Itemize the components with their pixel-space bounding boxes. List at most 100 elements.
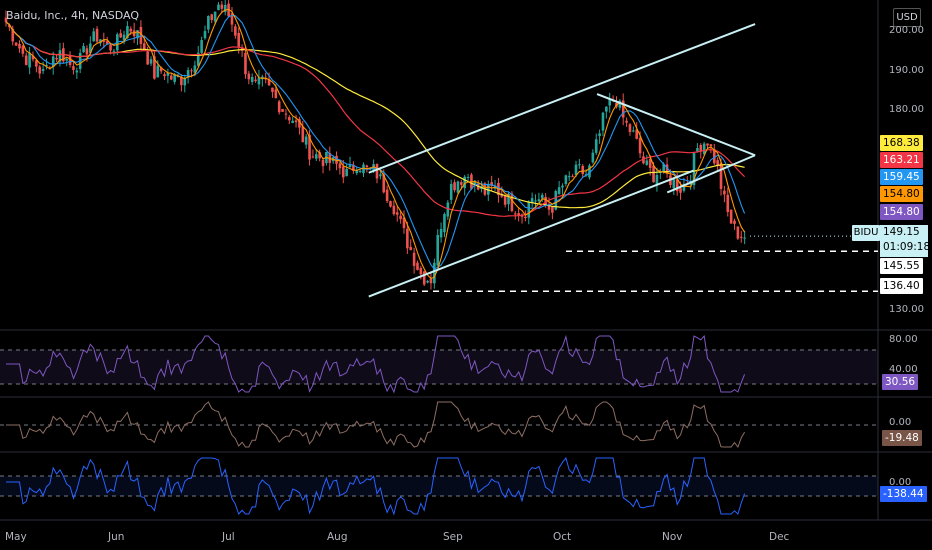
candle-body bbox=[24, 55, 28, 66]
candle-body bbox=[244, 52, 247, 75]
indicator-1-band bbox=[0, 350, 878, 384]
candle-body bbox=[723, 190, 726, 195]
candle-body bbox=[298, 119, 301, 128]
candle-body bbox=[537, 199, 541, 202]
candle-body bbox=[186, 70, 190, 78]
candle-body bbox=[618, 100, 622, 108]
candle-body bbox=[466, 177, 470, 179]
candle-body bbox=[402, 217, 406, 229]
candle-body bbox=[385, 189, 389, 202]
candle-body bbox=[234, 26, 237, 36]
candle-body bbox=[75, 70, 79, 73]
ma-red-line bbox=[5, 21, 746, 217]
candle-body bbox=[392, 205, 396, 215]
candle-body bbox=[426, 280, 429, 283]
x-axis-month-label: Sep bbox=[443, 531, 463, 543]
candle-body bbox=[38, 66, 42, 74]
candle-body bbox=[291, 120, 294, 123]
candle-body bbox=[318, 152, 321, 159]
candle-body bbox=[743, 237, 746, 239]
candle-body bbox=[395, 212, 399, 215]
candle-body bbox=[382, 174, 386, 193]
candle-body bbox=[655, 175, 659, 185]
candle-body bbox=[706, 143, 709, 146]
candle-body bbox=[4, 17, 8, 23]
candle-body bbox=[557, 187, 561, 195]
candle-body bbox=[153, 56, 156, 79]
candle-body bbox=[625, 120, 628, 123]
indicator-3-ref-label: 0.00 bbox=[889, 477, 912, 488]
candle-body bbox=[200, 40, 203, 53]
candle-body bbox=[561, 185, 564, 188]
candle-body bbox=[564, 175, 568, 184]
ma-purple-price-tag: 154.80 bbox=[880, 204, 923, 220]
candle-body bbox=[294, 120, 298, 123]
candle-body bbox=[642, 156, 645, 164]
candle-body bbox=[85, 48, 89, 55]
price-axis-tick: 190.00 bbox=[889, 65, 924, 76]
last-price-value: 149.15 bbox=[883, 226, 920, 238]
indicator-3-line bbox=[6, 456, 746, 516]
candle-body bbox=[406, 228, 409, 249]
channel-upper-trendline bbox=[368, 23, 756, 174]
candle-body bbox=[142, 43, 146, 51]
candle-body bbox=[409, 246, 413, 251]
candle-body bbox=[551, 206, 554, 213]
candle-body bbox=[311, 156, 315, 158]
candle-body bbox=[412, 252, 416, 266]
wedge-upper-trendline bbox=[596, 93, 756, 157]
x-axis-month-label: Jun bbox=[108, 531, 125, 543]
ma-red-price-tag: 163.21 bbox=[880, 152, 923, 168]
candle-body bbox=[328, 153, 332, 163]
ma-yellow-price-tag: 168.38 bbox=[880, 135, 923, 151]
candle-body bbox=[709, 144, 713, 147]
price-axis-tick: 180.00 bbox=[889, 104, 924, 115]
candle-body bbox=[308, 134, 311, 160]
candle-body bbox=[28, 52, 31, 68]
candle-body bbox=[716, 160, 719, 166]
candle-body bbox=[348, 164, 352, 167]
candle-body bbox=[473, 180, 477, 186]
candle-body bbox=[365, 165, 369, 168]
candle-body bbox=[207, 16, 210, 30]
candle-body bbox=[453, 182, 456, 191]
candle-body bbox=[264, 78, 267, 80]
candle-body bbox=[122, 34, 126, 41]
candle-body bbox=[638, 137, 642, 154]
candle-body bbox=[594, 139, 598, 153]
candle-body bbox=[702, 143, 706, 155]
indicator-1-ref-label: 80.00 bbox=[889, 334, 918, 345]
candle-body bbox=[254, 79, 257, 82]
candle-body bbox=[591, 152, 595, 163]
candle-body bbox=[304, 136, 308, 145]
candle-body bbox=[281, 108, 284, 112]
candle-body bbox=[257, 77, 261, 85]
candle-body bbox=[203, 31, 207, 39]
candle-body bbox=[341, 166, 345, 178]
candle-body bbox=[544, 196, 547, 205]
candle-body bbox=[301, 126, 305, 143]
candle-body bbox=[35, 60, 38, 67]
candle-body bbox=[112, 50, 116, 52]
candle-body bbox=[119, 33, 122, 38]
candle-body bbox=[443, 214, 446, 233]
indicator-3-band bbox=[0, 476, 878, 496]
candle-body bbox=[429, 278, 433, 284]
candle-body bbox=[55, 57, 58, 60]
candle-body bbox=[288, 117, 291, 121]
candle-body bbox=[490, 182, 493, 186]
candle-body bbox=[662, 164, 665, 172]
candle-body bbox=[109, 44, 112, 51]
candle-body bbox=[196, 52, 200, 66]
candle-body bbox=[547, 204, 551, 210]
currency-button[interactable]: USD bbox=[893, 8, 921, 27]
candle-body bbox=[92, 31, 95, 42]
candle-body bbox=[18, 43, 21, 49]
candle-body bbox=[574, 164, 578, 176]
last-price-box: 149.15 01:09:18 bbox=[880, 225, 930, 257]
candle-body bbox=[608, 98, 612, 106]
candle-body bbox=[733, 220, 736, 224]
candle-body bbox=[699, 145, 703, 152]
candle-body bbox=[99, 39, 102, 44]
